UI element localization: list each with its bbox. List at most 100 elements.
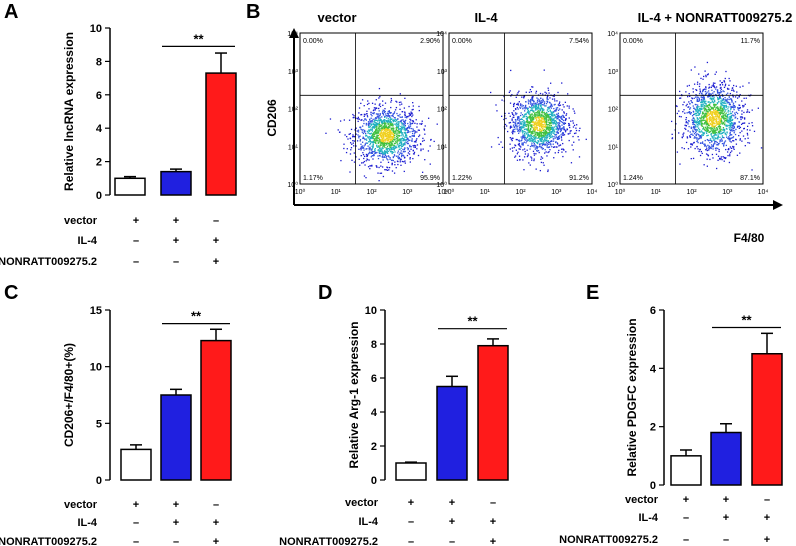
flow-dot <box>398 140 400 142</box>
flow-x-tick-label: 10⁴ <box>758 189 769 196</box>
flow-dot <box>717 147 719 150</box>
flow-dot <box>512 105 515 108</box>
flow-dot <box>522 142 524 144</box>
flow-dot <box>375 131 377 133</box>
flow-dot <box>386 121 388 123</box>
flow-dot <box>380 127 383 129</box>
flow-dot <box>527 154 529 157</box>
flow-dot <box>559 116 561 118</box>
flow-dot <box>387 137 389 139</box>
flow-dot <box>517 117 519 119</box>
flow-dot <box>536 126 538 129</box>
flow-dot <box>573 110 575 112</box>
flow-dot <box>695 109 697 112</box>
flow-dot <box>728 122 730 124</box>
flow-dot <box>527 103 530 105</box>
flow-dot <box>572 122 575 124</box>
flow-dot <box>411 139 413 142</box>
flow-dot <box>732 128 735 130</box>
flow-dot <box>738 104 741 107</box>
flow-dot <box>692 122 694 124</box>
flow-dot <box>540 126 543 128</box>
flow-dot <box>377 146 379 148</box>
flow-dot <box>536 110 539 112</box>
flow-dot <box>547 146 549 149</box>
flow-dot <box>401 122 403 125</box>
flow-dot <box>366 110 368 112</box>
flow-dot <box>523 122 526 124</box>
flow-dot <box>387 121 389 123</box>
flow-dot <box>396 141 398 143</box>
flow-dot <box>701 135 703 137</box>
flow-dot <box>366 130 368 133</box>
flow-dot <box>531 159 533 161</box>
flow-dot <box>541 138 544 140</box>
flow-dot <box>329 118 332 120</box>
flow-dot <box>702 117 705 120</box>
flow-dot <box>717 109 719 111</box>
y-tick-label: 8 <box>371 339 377 351</box>
flow-dot <box>371 115 373 117</box>
flow-dot <box>724 96 726 99</box>
flow-dot <box>386 135 389 137</box>
flow-dot <box>541 109 544 111</box>
flow-dot <box>533 159 535 162</box>
condition-sign: – <box>133 536 139 546</box>
flow-dot <box>716 114 718 116</box>
flow-dot <box>376 120 379 122</box>
flow-dot <box>404 119 407 122</box>
flow-dot <box>728 124 730 127</box>
flow-dot <box>708 145 710 148</box>
flow-dot <box>509 143 511 145</box>
flow-dot <box>543 134 545 136</box>
condition-sign: + <box>133 215 139 227</box>
flow-dot <box>553 157 555 159</box>
flow-dot <box>721 142 724 145</box>
flow-dot <box>385 152 387 154</box>
flow-dot <box>374 141 377 143</box>
flow-dot <box>718 119 720 121</box>
flow-dot <box>553 110 556 112</box>
flow-dot <box>398 156 401 159</box>
flow-dot <box>544 137 546 139</box>
flow-dot <box>403 161 405 163</box>
flow-dot <box>711 141 713 143</box>
flow-dot <box>369 120 372 122</box>
flow-dot <box>723 80 725 82</box>
flow-dot <box>529 135 531 137</box>
flow-dot <box>556 113 558 115</box>
flow-dot <box>715 113 718 116</box>
flow-dot <box>575 127 577 129</box>
flow-dot <box>547 124 550 126</box>
flow-dot <box>348 119 351 121</box>
flow-dot <box>554 117 556 119</box>
flow-dot <box>730 121 733 124</box>
flow-dot <box>568 133 570 135</box>
flow-dot <box>527 107 529 110</box>
flow-dot <box>715 117 718 120</box>
flow-dot <box>400 150 402 152</box>
flow-dot <box>385 130 387 132</box>
flow-dot <box>711 125 713 127</box>
flow-dot <box>555 120 557 123</box>
flow-dot <box>707 154 709 156</box>
flow-dot <box>526 107 528 109</box>
flow-dot <box>699 90 701 92</box>
flow-dot <box>530 98 533 100</box>
flow-dot <box>721 102 724 104</box>
flow-dot <box>416 148 418 150</box>
flow-dot <box>403 120 405 122</box>
flow-dot <box>701 113 704 115</box>
flow-dot <box>532 121 534 123</box>
flow-dot <box>698 106 700 108</box>
flow-dot <box>404 112 406 114</box>
flow-dot <box>743 111 745 114</box>
flow-dot <box>707 127 709 130</box>
flow-dot <box>699 135 702 137</box>
flow-dot <box>706 128 708 130</box>
flow-dot <box>369 129 371 132</box>
flow-dot <box>384 139 387 141</box>
flow-dot <box>708 87 710 89</box>
flow-dot <box>718 150 720 153</box>
flow-dot <box>697 100 699 102</box>
